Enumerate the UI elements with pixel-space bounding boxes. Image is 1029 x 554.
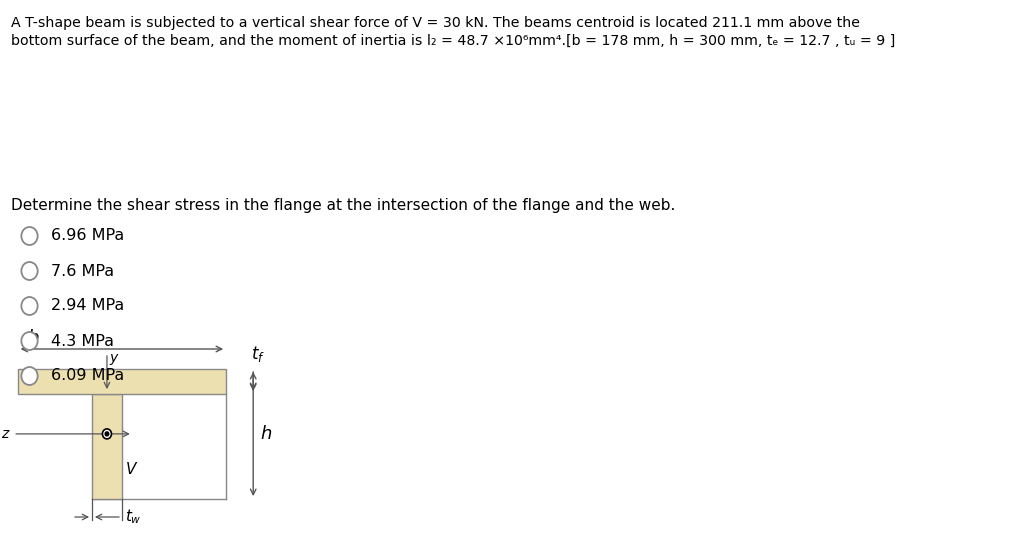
Text: $t_w$: $t_w$: [125, 507, 141, 526]
Text: Determine the shear stress in the flange at the intersection of the flange and t: Determine the shear stress in the flange…: [11, 198, 676, 213]
Text: 6.96 MPa: 6.96 MPa: [51, 228, 125, 244]
Text: $V$: $V$: [125, 461, 138, 477]
Text: 6.09 MPa: 6.09 MPa: [51, 368, 125, 383]
Text: $t_f$: $t_f$: [251, 344, 265, 364]
Circle shape: [105, 432, 109, 436]
Text: $b$: $b$: [27, 329, 39, 347]
Text: 7.6 MPa: 7.6 MPa: [51, 264, 114, 279]
Circle shape: [22, 297, 38, 315]
Circle shape: [22, 332, 38, 350]
Text: bottom surface of the beam, and the moment of inertia is l₂ = 48.7 ×10⁶mm⁴.[b = : bottom surface of the beam, and the mome…: [11, 34, 895, 48]
Circle shape: [22, 262, 38, 280]
Circle shape: [22, 367, 38, 385]
Circle shape: [103, 429, 111, 439]
Text: $h$: $h$: [260, 425, 273, 443]
Bar: [92, 394, 121, 499]
Text: 4.3 MPa: 4.3 MPa: [51, 334, 114, 348]
Text: A T-shape beam is subjected to a vertical shear force of V = 30 kN. The beams ce: A T-shape beam is subjected to a vertica…: [11, 16, 860, 30]
Text: $y$: $y$: [109, 352, 119, 367]
Bar: [17, 369, 226, 394]
Text: $z$: $z$: [1, 427, 10, 441]
Circle shape: [22, 227, 38, 245]
Text: 2.94 MPa: 2.94 MPa: [51, 299, 125, 314]
